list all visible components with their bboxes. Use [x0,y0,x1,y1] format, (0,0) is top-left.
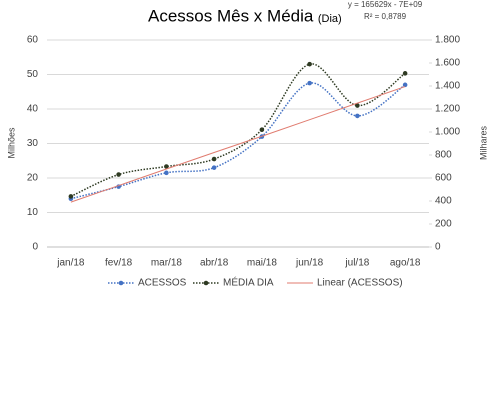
x-tick-label: jul/18 [344,258,369,269]
series-marker [402,82,408,88]
y-tick-label: 20 [27,173,39,184]
annotation: R² = 0,8789 [364,12,407,21]
legend-label: MÉDIA DIA [223,276,274,289]
series-marker [164,170,169,176]
series-marker [116,172,121,177]
series-line [70,82,406,200]
chart-title-note: (Dia) [318,13,342,25]
y2-tick-label: 0 [435,242,441,253]
series-marker [355,113,360,119]
chart-title: Acessos Mês x Média [148,6,314,25]
y2-tick-label: 1.600 [435,58,460,69]
x-tick-label: jan/18 [56,258,85,269]
y2-tick-label: 600 [435,173,452,184]
legend-marker [118,280,124,286]
x-tick-label: mai/18 [247,258,277,269]
series-marker [259,127,265,132]
y2-tick-label: 1.400 [435,81,460,92]
y2-tick-label: 800 [435,150,452,161]
legend-marker [203,280,209,286]
y-tick-label: 10 [27,207,39,218]
x-tick-label: jun/18 [295,258,324,269]
y-tick-label: 60 [27,35,39,46]
annotation: y = 165629x - 7E+09 [348,0,423,9]
series-marker [307,61,312,67]
y-tick-label: 40 [27,104,39,115]
y2-tick-label: 200 [435,219,452,230]
y2-tick-label: 1.800 [435,35,460,46]
y2-tick-label: 400 [435,196,452,207]
series-line [70,86,406,203]
y-axis-title: Milhões [6,127,16,159]
series-line [70,63,406,198]
y2-axis-title: Milhares [478,125,488,160]
x-tick-label: fev/18 [105,258,133,269]
y2-tick-label: 1.200 [435,104,460,115]
series-marker [307,80,312,86]
x-tick-label: abr/18 [200,258,229,269]
y-tick-label: 50 [27,69,39,80]
legend-label: ACESSOS [138,278,187,289]
legend-label: Linear (ACESSOS) [317,278,403,289]
series-marker [211,165,217,170]
series-marker [402,71,408,76]
series-marker [355,103,360,108]
y-tick-label: 30 [27,138,39,149]
x-tick-label: mar/18 [151,258,183,269]
series-marker [211,156,217,162]
series-marker [164,164,169,169]
y-tick-label: 0 [32,242,38,253]
series-marker [68,194,74,199]
x-tick-label: ago/18 [390,258,421,269]
y2-tick-label: 1.000 [435,127,460,138]
